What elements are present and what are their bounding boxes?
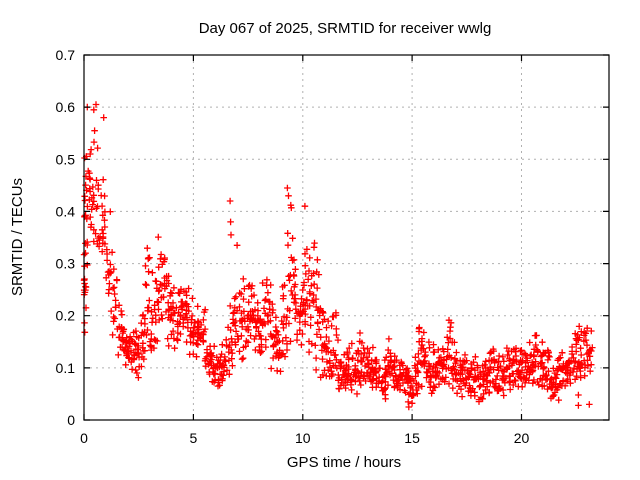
chart-title: Day 067 of 2025, SRMTID for receiver wwl… — [199, 20, 492, 37]
y-tick-label: 0.5 — [56, 151, 76, 167]
y-tick-label: 0.1 — [56, 360, 76, 376]
x-tick-label: 0 — [80, 430, 88, 446]
x-tick-label: 5 — [190, 430, 198, 446]
x-tick-label: 10 — [295, 430, 311, 446]
x-tick-label: 15 — [404, 430, 420, 446]
y-tick-label: 0.6 — [56, 99, 76, 115]
x-axis-label: GPS time / hours — [287, 454, 401, 471]
y-tick-label: 0.4 — [56, 203, 76, 219]
tick-marks — [83, 54, 609, 421]
y-tick-label: 0.7 — [56, 47, 76, 63]
plot-box — [83, 54, 610, 421]
x-tick-label: 20 — [514, 430, 530, 446]
y-tick-label: 0 — [67, 412, 75, 428]
y-axis-tick-labels: 0 0.1 0.2 0.3 0.4 0.5 0.6 0.7 — [56, 47, 76, 428]
y-tick-label: 0.2 — [56, 308, 76, 324]
y-tick-label: 0.3 — [56, 256, 76, 272]
y-axis-label: SRMTID / TECUs — [9, 178, 26, 296]
x-axis-tick-labels: 0 5 10 15 20 — [80, 430, 529, 446]
plot-border — [83, 54, 610, 421]
